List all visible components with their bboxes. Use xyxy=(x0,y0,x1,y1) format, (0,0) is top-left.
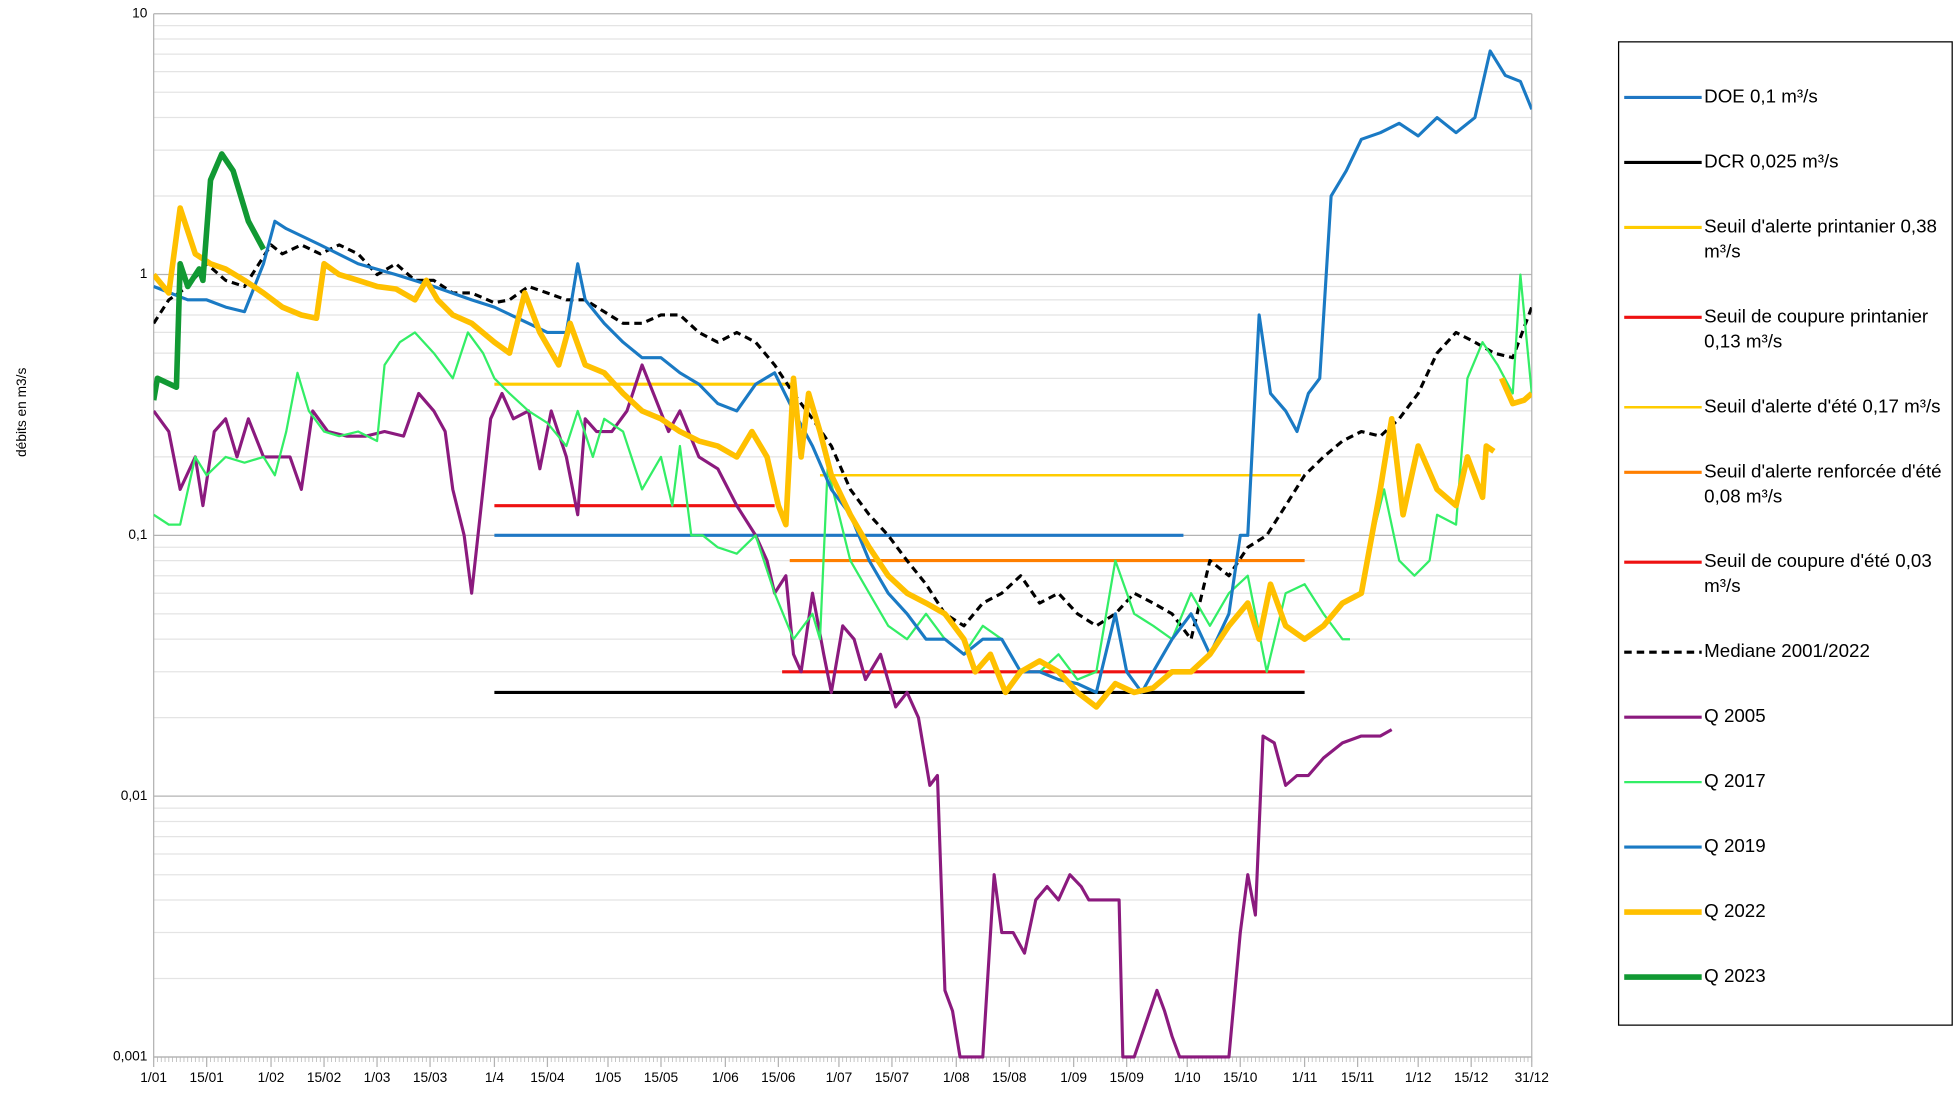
x-tick-label: 15/02 xyxy=(307,1070,341,1085)
legend-label: Seuil d'alerte printanier 0,38 m³/s xyxy=(1704,216,1937,263)
x-tick-label: 1/07 xyxy=(826,1070,853,1085)
x-tick-label: 1/03 xyxy=(364,1070,391,1085)
legend-label: Q 2019 xyxy=(1704,835,1766,858)
x-tick-label: 1/09 xyxy=(1060,1070,1087,1085)
y-tick-label: 0,1 xyxy=(128,527,147,542)
x-tick-label: 15/06 xyxy=(761,1070,796,1085)
x-tick-label: 1/10 xyxy=(1174,1070,1201,1085)
legend-swatch xyxy=(1624,95,1702,100)
legend-entry: Q 2022 xyxy=(1619,900,1951,925)
x-tick-label: 15/07 xyxy=(875,1070,909,1085)
legend-entry: DCR 0,025 m³/s xyxy=(1619,150,1951,175)
legend: DOE 0,1 m³/s DCR 0,025 m³/s Seuil d'alerte… xyxy=(1617,41,1953,1026)
x-tick-label: 1/01 xyxy=(140,1070,167,1085)
x-tick-label: 1/06 xyxy=(712,1070,739,1085)
legend-entry: Q 2023 xyxy=(1619,965,1951,990)
legend-entry: Seuil de coupure printanier 0,13 m³/s xyxy=(1619,305,1951,355)
legend-entry: Seuil d'alerte d'été 0,17 m³/s xyxy=(1619,395,1951,420)
x-tick-label: 15/10 xyxy=(1223,1070,1258,1085)
x-tick-label: 15/03 xyxy=(413,1070,448,1085)
legend-swatch xyxy=(1624,560,1702,564)
legend-label: Seuil de coupure printanier 0,13 m³/s xyxy=(1704,306,1929,353)
x-tick-label: 15/01 xyxy=(189,1070,223,1085)
legend-label: Mediane 2001/2022 xyxy=(1704,640,1870,663)
legend-entry: Seuil d'alerte printanier 0,38 m³/s xyxy=(1619,215,1951,265)
y-tick-label: 0,01 xyxy=(121,788,148,803)
x-tick-label: 1/02 xyxy=(258,1070,285,1085)
y-axis-title: débits en m3/s xyxy=(14,368,29,457)
series-line xyxy=(153,273,1532,681)
legend-entry: Mediane 2001/2022 xyxy=(1619,640,1951,665)
y-tick-label: 1 xyxy=(140,266,148,281)
series-line xyxy=(153,243,1532,641)
legend-swatch xyxy=(1624,974,1702,980)
legend-entry: Seuil de coupure d'été 0,03 m³/s xyxy=(1619,550,1951,600)
x-tick-label: 15/08 xyxy=(992,1070,1027,1085)
x-tick-label: 15/09 xyxy=(1109,1070,1143,1085)
legend-swatch xyxy=(1624,715,1702,719)
series-line xyxy=(153,205,1532,710)
legend-label: Q 2023 xyxy=(1704,965,1766,988)
legend-swatch xyxy=(1624,160,1702,164)
series-line xyxy=(153,363,1393,1059)
x-tick-label: 1/05 xyxy=(595,1070,622,1085)
x-tick-label: 1/12 xyxy=(1405,1070,1432,1085)
legend-entry: Q 2005 xyxy=(1619,705,1951,730)
legend-label: DCR 0,025 m³/s xyxy=(1704,151,1839,173)
legend-entry: Seuil d'alerte renforcée d'été 0,08 m³/s xyxy=(1619,460,1951,510)
x-tick-label: 15/12 xyxy=(1454,1070,1488,1085)
series-line xyxy=(153,151,266,401)
y-tick-label: 0,001 xyxy=(113,1049,147,1064)
legend-label: Q 2017 xyxy=(1704,770,1766,793)
legend-entry: DOE 0,1 m³/s xyxy=(1619,85,1951,110)
x-tick-label: 1/08 xyxy=(943,1070,970,1085)
legend-entry: Q 2019 xyxy=(1619,835,1951,860)
x-tick-label: 15/04 xyxy=(530,1070,565,1085)
x-tick-label: 31/12 xyxy=(1515,1070,1549,1085)
legend-swatch xyxy=(1624,845,1702,849)
legend-label: DOE 0,1 m³/s xyxy=(1704,86,1818,108)
y-tick-label: 10 xyxy=(132,5,148,20)
legend-swatch xyxy=(1624,225,1702,229)
chart: débits en m3/s 0,001 0,01 0,1 1 10 1/01 15/01 1… xyxy=(14,5,1549,1085)
x-tick-label: 15/05 xyxy=(644,1070,679,1085)
legend-label: Seuil d'alerte renforcée d'été 0,08 m³/s xyxy=(1704,461,1942,508)
legend-entry: Q 2017 xyxy=(1619,770,1951,795)
legend-swatch xyxy=(1624,909,1702,915)
x-tick-label: 1/11 xyxy=(1292,1070,1318,1085)
legend-swatch xyxy=(1624,780,1702,784)
legend-label: Q 2022 xyxy=(1704,900,1766,923)
legend-swatch xyxy=(1624,470,1702,474)
legend-label: Q 2005 xyxy=(1704,705,1766,728)
legend-swatch xyxy=(1624,315,1702,319)
series-line xyxy=(153,49,1532,694)
legend-swatch xyxy=(1624,406,1702,409)
legend-label: Seuil de coupure d'été 0,03 m³/s xyxy=(1704,550,1932,598)
x-tick-label: 15/11 xyxy=(1341,1070,1374,1085)
legend-label: Seuil d'alerte d'été 0,17 m³/s xyxy=(1704,396,1941,418)
x-tick-label: 1/4 xyxy=(485,1070,504,1085)
legend-swatch xyxy=(1624,650,1702,654)
